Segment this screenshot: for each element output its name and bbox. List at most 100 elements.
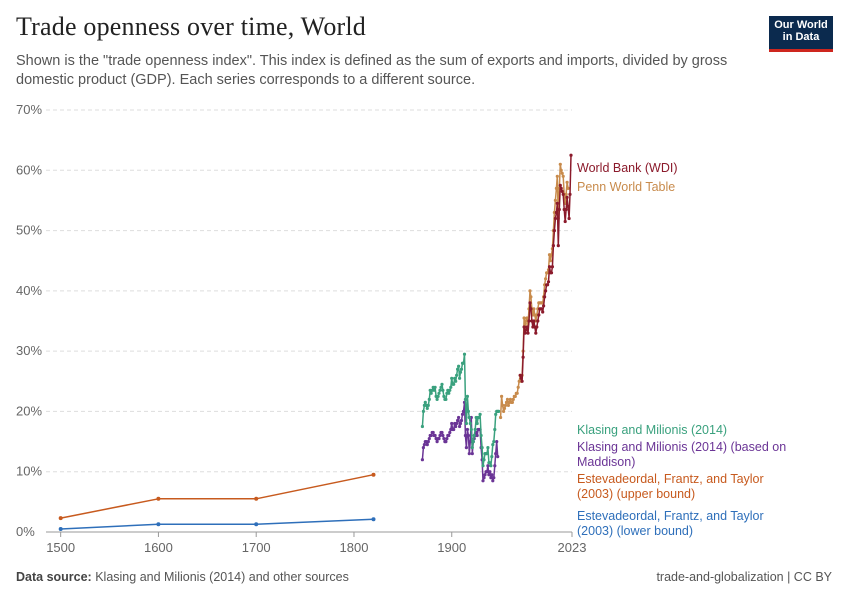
data-point: [556, 244, 560, 248]
data-point: [515, 391, 519, 395]
series-label-line: Maddison): [577, 455, 635, 469]
data-point: [560, 171, 564, 175]
data-point: [488, 461, 492, 465]
y-tick-label: 60%: [16, 162, 42, 177]
data-point: [541, 310, 545, 314]
series-line: [60, 518, 374, 530]
data-point: [423, 400, 427, 404]
series-label: Penn World Table: [577, 180, 675, 194]
series-label-line: Klasing and Milionis (2014): [577, 423, 727, 437]
data-point: [427, 397, 431, 401]
data-point: [432, 388, 436, 392]
owid-logo[interactable]: Our World in Data: [769, 16, 833, 52]
data-point: [371, 472, 376, 477]
data-point: [529, 307, 533, 311]
data-point: [467, 415, 471, 420]
data-point: [554, 186, 559, 190]
data-point: [490, 473, 494, 477]
data-point: [547, 265, 552, 269]
data-point: [482, 476, 486, 480]
data-point: [525, 316, 529, 320]
series-2: [420, 352, 501, 468]
data-point: [469, 427, 473, 432]
series-label-line: Klasing and Milionis (2014) (based on: [577, 440, 786, 454]
data-point: [492, 476, 496, 480]
data-point: [511, 397, 515, 401]
data-point: [455, 421, 459, 426]
data-point: [501, 403, 505, 407]
data-point: [496, 455, 500, 459]
series-label-line: World Bank (WDI): [577, 161, 677, 175]
data-point: [565, 180, 569, 184]
data-point: [58, 516, 63, 521]
data-point: [465, 394, 469, 398]
data-point: [463, 397, 467, 401]
y-tick-label: 20%: [16, 403, 42, 418]
data-point: [483, 473, 487, 477]
series-label: Estevadeordal, Frantz, and Taylor (2003) …: [577, 472, 764, 501]
data-point: [468, 421, 472, 426]
x-tick-label: 1800: [340, 540, 369, 555]
data-point: [566, 186, 570, 190]
data-point: [466, 433, 470, 438]
data-point: [459, 418, 464, 423]
data-point: [491, 479, 495, 483]
data-point: [447, 391, 451, 395]
data-point: [458, 421, 463, 426]
data-point: [510, 400, 514, 404]
data-point: [461, 361, 466, 365]
data-point: [532, 319, 536, 323]
data-point: [459, 367, 464, 371]
data-point: [465, 427, 469, 432]
data-point: [554, 210, 559, 215]
data-point: [529, 295, 533, 299]
data-point: [438, 433, 442, 438]
data-point: [433, 433, 437, 438]
data-point: [566, 204, 570, 209]
data-point: [450, 421, 454, 426]
data-point: [425, 443, 429, 447]
y-tick-label: 50%: [16, 223, 42, 238]
data-point: [487, 473, 491, 477]
data-point: [508, 397, 512, 401]
series-label: Estevadeordal, Frantz, and Taylor (2003) …: [577, 509, 764, 538]
series-labels: World Bank (WDI) Penn World Table Klasing …: [577, 161, 786, 538]
data-point: [422, 443, 426, 447]
data-point: [426, 403, 430, 407]
data-point: [427, 437, 431, 441]
data-point: [543, 295, 547, 299]
data-point: [472, 433, 476, 438]
data-point: [463, 433, 467, 438]
data-point: [475, 421, 479, 426]
footer-credit[interactable]: trade-and-globalization | CC BY: [656, 570, 832, 584]
data-point: [448, 430, 452, 435]
data-point: [436, 394, 440, 398]
data-point: [493, 427, 497, 432]
series-label: World Bank (WDI): [577, 161, 677, 175]
data-point: [569, 153, 573, 157]
data-point: [464, 421, 468, 426]
data-point: [559, 168, 563, 172]
data-point: [535, 325, 539, 329]
data-point: [481, 479, 485, 483]
data-point: [503, 403, 508, 407]
data-point: [516, 385, 520, 389]
series-5: [58, 517, 376, 531]
data-point: [486, 464, 490, 468]
data-point: [520, 379, 524, 383]
data-point: [457, 415, 461, 420]
data-point: [555, 201, 559, 205]
data-point: [500, 394, 504, 398]
y-tick-label: 0%: [16, 524, 35, 539]
data-point: [551, 244, 556, 248]
chart-subtitle: Shown is the "trade openness index". Thi…: [16, 53, 728, 88]
chart-title: Trade openness over time, World: [16, 12, 367, 41]
data-point: [478, 412, 482, 416]
data-point: [534, 331, 538, 335]
data-point: [371, 517, 376, 522]
data-point: [454, 379, 458, 383]
series-line: [421, 401, 499, 482]
data-point: [464, 446, 468, 450]
data-point: [457, 364, 461, 368]
data-point: [549, 271, 554, 275]
